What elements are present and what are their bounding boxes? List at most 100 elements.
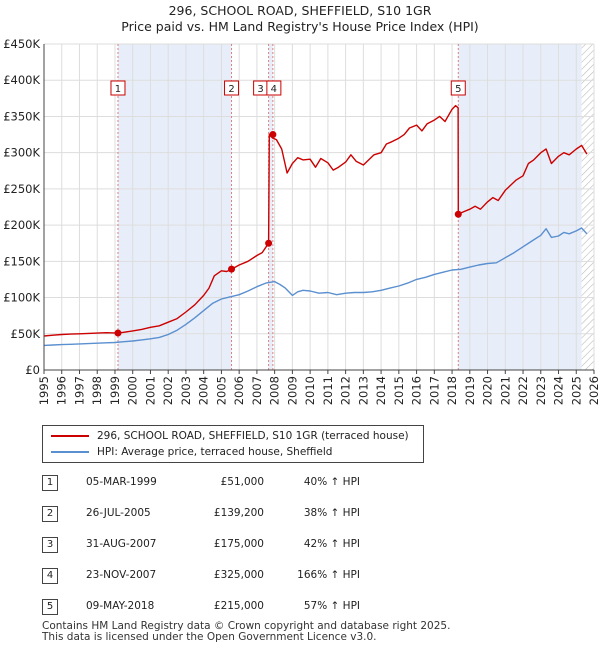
transaction-price: £175,000 (213, 538, 264, 550)
transaction-date: 31-AUG-2007 (86, 538, 157, 550)
transaction-date: 26-JUL-2005 (86, 507, 151, 519)
x-tick-label: 2005 (214, 376, 228, 405)
title-line-2: Price paid vs. HM Land Registry's House … (121, 19, 479, 34)
x-tick-label: 2019 (463, 376, 477, 405)
table-row: 5 09-MAY-2018 £215,000 57% ↑ HPI (42, 595, 482, 619)
y-tick-label: £400K (3, 73, 40, 87)
x-tick-label: 2015 (392, 376, 406, 405)
transaction-box (266, 80, 282, 96)
y-tick-label: £300K (3, 146, 40, 160)
transaction-price: £139,200 (213, 507, 264, 519)
table-row: 4 23-NOV-2007 £325,000 166% ↑ HPI (42, 564, 482, 588)
legend-item-hpi: HPI: Average price, terraced house, Shef… (43, 444, 423, 460)
footer-line-2: This data is licensed under the Open Gov… (42, 631, 377, 643)
transaction-hpi: 42% ↑ HPI (303, 538, 360, 550)
legend-swatch-property (51, 435, 89, 437)
x-tick-label: 2012 (339, 376, 353, 405)
y-tick-label: £150K (3, 254, 40, 268)
shaded-period (117, 44, 232, 370)
x-tick-label: 2016 (410, 376, 424, 405)
x-tick-label: 2021 (498, 376, 512, 405)
transaction-box (224, 80, 240, 96)
x-tick-label: 2001 (143, 376, 157, 405)
x-tick-label: 2023 (534, 376, 548, 405)
transaction-point (114, 329, 122, 337)
transaction-box-label: 3 (257, 84, 263, 95)
x-tick-label: 2020 (481, 376, 495, 405)
y-tick-label: £250K (3, 182, 40, 196)
footer-line-1: Contains HM Land Registry data © Crown c… (42, 620, 451, 632)
x-tick-label: 1995 (37, 376, 51, 405)
x-tick-label: 2003 (179, 376, 193, 405)
x-tick-label: 1996 (55, 376, 69, 405)
y-tick-label: £100K (3, 291, 40, 305)
shaded-period (268, 44, 273, 370)
footer-attribution: Contains HM Land Registry data © Crown c… (42, 621, 450, 643)
transaction-box-label: 4 (271, 84, 277, 95)
transaction-box-label: 2 (228, 84, 234, 95)
x-tick-label: 1997 (72, 376, 86, 405)
x-tick-label: 1999 (108, 376, 122, 405)
x-tick-label: 2008 (268, 376, 282, 405)
y-tick-label: £50K (11, 327, 41, 341)
transaction-point (228, 265, 236, 273)
transaction-date: 09-MAY-2018 (86, 600, 155, 612)
x-tick-label: 2004 (197, 376, 211, 405)
shaded-period (458, 44, 582, 370)
transaction-point (269, 131, 277, 139)
transaction-price: £215,000 (213, 600, 264, 612)
transaction-number: 3 (42, 537, 58, 553)
property-price-line (43, 104, 588, 337)
legend-swatch-hpi (51, 451, 89, 453)
x-tick-label: 2011 (321, 376, 335, 405)
transaction-price: £325,000 (213, 569, 264, 581)
x-tick-label: 2024 (552, 376, 566, 405)
transaction-box (110, 80, 126, 96)
chart-title: 296, SCHOOL ROAD, SHEFFIELD, S10 1GR Pri… (0, 3, 600, 35)
transaction-price: £51,000 (220, 476, 264, 488)
x-tick-label: 2000 (126, 376, 140, 405)
y-tick-label: £450K (3, 37, 40, 51)
chart-legend: 296, SCHOOL ROAD, SHEFFIELD, S10 1GR (te… (42, 425, 424, 463)
transaction-number: 5 (42, 599, 58, 615)
x-tick-label: 2006 (232, 376, 246, 405)
y-tick-label: £350K (3, 109, 40, 123)
transaction-hpi: 38% ↑ HPI (303, 507, 360, 519)
x-tick-label: 1998 (90, 376, 104, 405)
x-tick-label: 2009 (285, 376, 299, 405)
legend-label-hpi: HPI: Average price, terraced house, Shef… (97, 446, 333, 458)
x-tick-label: 2018 (445, 376, 459, 405)
table-row: 1 05-MAR-1999 £51,000 40% ↑ HPI (42, 471, 482, 495)
forecast-hatch (581, 44, 594, 370)
table-row: 3 31-AUG-2007 £175,000 42% ↑ HPI (42, 533, 482, 557)
y-tick-label: £0 (25, 363, 40, 377)
transaction-number: 1 (42, 475, 58, 491)
x-tick-label: 2017 (427, 376, 441, 405)
transaction-hpi: 166% ↑ HPI (297, 569, 360, 581)
y-tick-label: £200K (3, 218, 40, 232)
transaction-point (265, 239, 273, 247)
transaction-number: 2 (42, 506, 58, 522)
x-tick-label: 2025 (569, 376, 583, 405)
x-tick-label: 2010 (303, 376, 317, 405)
x-tick-label: 2002 (161, 376, 175, 405)
transaction-point (454, 210, 462, 218)
transaction-hpi: 40% ↑ HPI (303, 476, 360, 488)
x-tick-label: 2014 (374, 376, 388, 405)
table-row: 2 26-JUL-2005 £139,200 38% ↑ HPI (42, 502, 482, 526)
title-line-1: 296, SCHOOL ROAD, SHEFFIELD, S10 1GR (168, 3, 432, 18)
transaction-date: 05-MAR-1999 (86, 476, 157, 488)
transaction-date: 23-NOV-2007 (86, 569, 157, 581)
transaction-number: 4 (42, 568, 58, 584)
legend-item-property: 296, SCHOOL ROAD, SHEFFIELD, S10 1GR (te… (43, 428, 423, 444)
x-tick-label: 2013 (356, 376, 370, 405)
transaction-box-label: 5 (455, 84, 461, 95)
transaction-box-label: 1 (115, 84, 121, 95)
x-tick-label: 2022 (516, 376, 530, 405)
transaction-hpi: 57% ↑ HPI (303, 600, 360, 612)
x-tick-label: 2007 (250, 376, 264, 405)
transaction-box (450, 80, 466, 96)
hpi-line (43, 227, 588, 347)
x-tick-label: 2026 (587, 376, 600, 405)
